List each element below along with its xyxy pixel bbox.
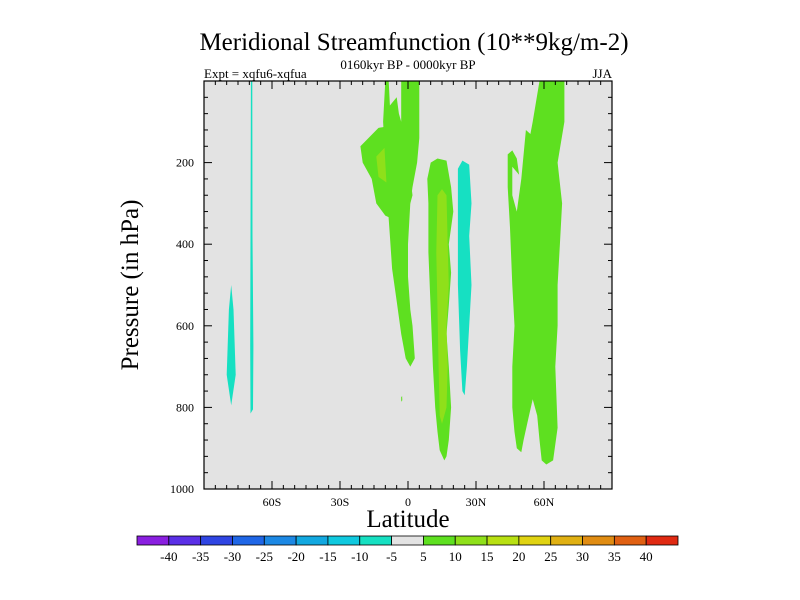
contour-green-equator-speck	[401, 396, 403, 402]
colorbar-label: 20	[512, 549, 525, 564]
colorbar: -40 -35 -30 -25 -20 -15 -10 -5 5 10 15 20 25 30 35 40	[136, 535, 679, 564]
colorbar-label: 10	[449, 549, 462, 564]
contour-cyan-far-south-b	[250, 81, 254, 414]
colorbar-box	[200, 535, 233, 546]
colorbar-box	[327, 535, 361, 546]
left-string: Expt = xqfu6-xqfua	[204, 66, 307, 81]
y-axis-label: Pressure (in hPa)	[117, 200, 144, 371]
colorbar-label: 25	[544, 549, 557, 564]
colorbar-box	[232, 535, 265, 546]
colorbar-box	[518, 535, 552, 546]
chart-title: Meridional Streamfunction (10**9kg/m-2)	[199, 29, 628, 56]
center-string: 0160kyr BP - 0000kyr BP	[340, 57, 475, 72]
colorbar-box	[168, 535, 202, 546]
colorbar-label: 5	[420, 549, 427, 564]
x-tick-label: 30N	[466, 495, 487, 509]
contour-green-equator-column	[383, 81, 420, 367]
colorbar-label: 15	[481, 549, 494, 564]
colorbar-label: 40	[640, 549, 653, 564]
x-tick-label: 60N	[534, 495, 555, 509]
colorbar-box	[359, 535, 392, 546]
colorbar-box	[263, 535, 297, 546]
colorbar-label: -15	[319, 549, 336, 564]
colorbar-box	[295, 535, 329, 546]
x-axis-label: Latitude	[366, 506, 449, 533]
y-tick-label: 800	[176, 400, 194, 414]
contour-cyan-nh-midlat	[457, 160, 472, 396]
x-axis: 60S 30S 0 30N 60N	[203, 81, 613, 509]
colorbar-box	[613, 535, 647, 546]
y-axis: 200 400 600 800 1000	[170, 80, 612, 496]
colorbar-label: -10	[351, 549, 368, 564]
y-tick-label: 600	[176, 319, 194, 333]
colorbar-label: -5	[386, 549, 397, 564]
colorbar-box	[645, 535, 679, 546]
x-tick-label: 30S	[331, 495, 350, 509]
colorbar-label: -35	[192, 549, 209, 564]
x-tick-label: 60S	[263, 495, 282, 509]
contour-lime-nh-subtropic	[436, 189, 449, 424]
colorbar-label: -30	[224, 549, 241, 564]
colorbar-label: -25	[256, 549, 273, 564]
y-tick-label: 200	[176, 156, 194, 170]
colorbar-box	[550, 535, 583, 546]
colorbar-label: -40	[160, 549, 177, 564]
colorbar-label: 30	[576, 549, 589, 564]
colorbar-label: 35	[608, 549, 621, 564]
contour-green-nh-high	[507, 81, 565, 465]
y-tick-label: 400	[176, 237, 194, 251]
colorbar-box	[423, 535, 456, 546]
contour-cyan-far-south-a	[226, 285, 236, 406]
x-tick-label: 0	[405, 495, 411, 509]
colorbar-box	[391, 535, 424, 546]
y-tick-label: 1000	[170, 482, 194, 496]
colorbar-box	[582, 535, 615, 546]
right-string: JJA	[592, 66, 612, 81]
contour-regions	[226, 81, 565, 465]
colorbar-box	[136, 535, 170, 546]
colorbar-label: -20	[287, 549, 304, 564]
colorbar-box	[454, 535, 488, 546]
colorbar-box	[486, 535, 520, 546]
